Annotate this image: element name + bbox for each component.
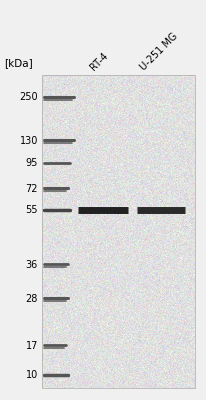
Text: 130: 130 <box>20 136 38 146</box>
Text: 10: 10 <box>26 370 38 380</box>
Text: 28: 28 <box>26 294 38 304</box>
Text: 72: 72 <box>25 184 38 194</box>
Text: [kDa]: [kDa] <box>4 58 33 68</box>
Text: RT-4: RT-4 <box>88 50 109 72</box>
Text: 17: 17 <box>26 341 38 351</box>
Text: 55: 55 <box>25 205 38 215</box>
Text: 250: 250 <box>19 92 38 102</box>
Bar <box>42 75 194 388</box>
Text: 36: 36 <box>26 260 38 270</box>
Text: U-251 MG: U-251 MG <box>137 31 178 72</box>
Text: 95: 95 <box>26 158 38 168</box>
